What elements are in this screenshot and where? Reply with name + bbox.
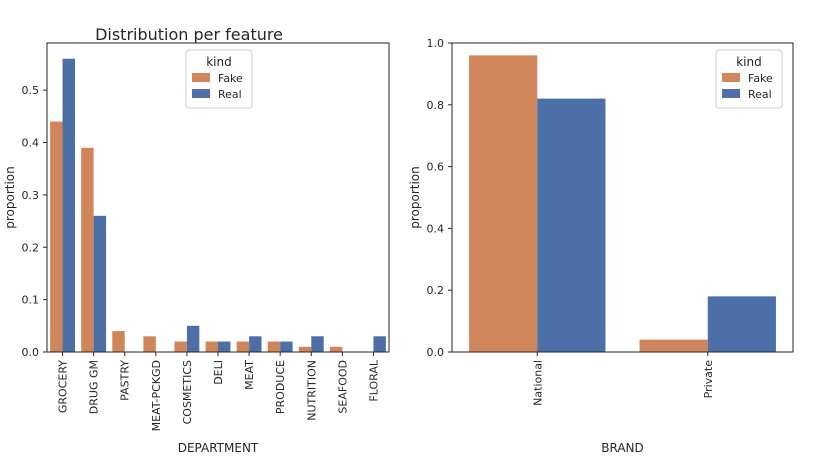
bar-fake-grocery — [50, 121, 63, 352]
legend-label-real: Real — [218, 88, 242, 101]
bar-fake-private — [639, 339, 708, 352]
legend-title: kind — [206, 55, 232, 69]
bar-fake-cosmetics — [174, 341, 187, 352]
bar-fake-nutrition — [298, 346, 312, 352]
legend-swatch-fake — [192, 73, 210, 82]
x-axis-label: BRAND — [601, 441, 644, 455]
bar-fake-drug-gm — [81, 147, 94, 352]
x-tick-label-seafood: SEAFOOD — [336, 360, 349, 414]
y-tick-label: 0.4 — [427, 222, 445, 235]
bar-real-deli — [218, 341, 231, 352]
bar-real-drug-gm — [93, 215, 107, 352]
figure-title: Distribution per feature — [95, 25, 283, 44]
y-tick-label: 0.1 — [22, 294, 40, 307]
bar-real-floral — [373, 336, 386, 352]
x-tick-label-grocery: GROCERY — [57, 360, 70, 413]
x-tick-label-drug-gm: DRUG GM — [88, 360, 101, 414]
legend-title: kind — [736, 55, 762, 69]
bar-fake-pastry — [112, 331, 125, 352]
plot-frame — [451, 42, 794, 353]
bar-fake-national — [469, 55, 538, 353]
x-tick-label-meat: MEAT — [243, 360, 256, 390]
bar-real-meat — [249, 336, 262, 352]
x-tick-label-national: National — [531, 360, 544, 406]
legend: kind Fake Real — [185, 49, 253, 109]
bar-fake-meat — [236, 341, 250, 352]
y-tick-label: 0.6 — [427, 161, 445, 174]
x-tick-label-private: Private — [702, 360, 715, 399]
y-tick-label: 0.3 — [22, 189, 40, 202]
x-axis-label: DEPARTMENT — [178, 441, 259, 455]
y-tick-label: 0.2 — [427, 284, 445, 297]
bar-real-produce — [280, 341, 293, 352]
bar-real-nutrition — [311, 336, 324, 352]
x-tick-label-pastry: PASTRY — [119, 360, 132, 401]
bar-real-grocery — [62, 58, 75, 353]
bar-fake-meat-pckgd — [143, 336, 156, 352]
legend-label-fake: Fake — [218, 72, 243, 85]
bar-fake-produce — [267, 341, 281, 352]
brand-chart: 0.0 0.2 0.4 0.6 0.8 1.0 National Private BRAND pr… — [408, 37, 794, 455]
legend: kind Fake Real — [715, 49, 783, 109]
bar-real-private — [707, 296, 776, 352]
x-tick-label-floral: FLORAL — [367, 359, 380, 401]
x-tick-label-produce: PRODUCE — [274, 360, 287, 414]
bar-fake-deli — [205, 341, 218, 352]
y-axis-label: proportion — [408, 166, 422, 229]
y-tick-label: 0.5 — [22, 84, 40, 97]
bar-real-cosmetics — [186, 325, 200, 352]
legend-label-fake: Fake — [748, 72, 773, 85]
legend-swatch-real — [722, 89, 740, 98]
legend-swatch-real — [192, 89, 210, 98]
x-tick-label-cosmetics: COSMETICS — [181, 360, 194, 424]
legend-swatch-fake — [722, 73, 740, 82]
y-axis-label: proportion — [3, 166, 17, 229]
y-tick-label: 0.8 — [427, 99, 445, 112]
y-tick-label: 0.0 — [22, 346, 40, 359]
x-tick-label-nutrition: NUTRITION — [305, 360, 318, 421]
bar-real-national — [537, 98, 606, 353]
x-tick-label-deli: DELI — [212, 360, 225, 385]
y-tick-label: 0.0 — [427, 346, 445, 359]
y-tick-label: 1.0 — [427, 37, 445, 50]
bar-fake-seafood — [329, 346, 343, 352]
legend-label-real: Real — [748, 88, 772, 101]
y-tick-label: 0.2 — [22, 241, 40, 254]
y-tick-label: 0.4 — [22, 137, 40, 150]
department-chart: 0.0 0.1 0.2 0.3 0.4 0.5 GROCERY DRUG GM PASTRY ME… — [3, 42, 390, 455]
x-tick-label-meat-pckgd: MEAT-PCKGD — [150, 360, 163, 431]
